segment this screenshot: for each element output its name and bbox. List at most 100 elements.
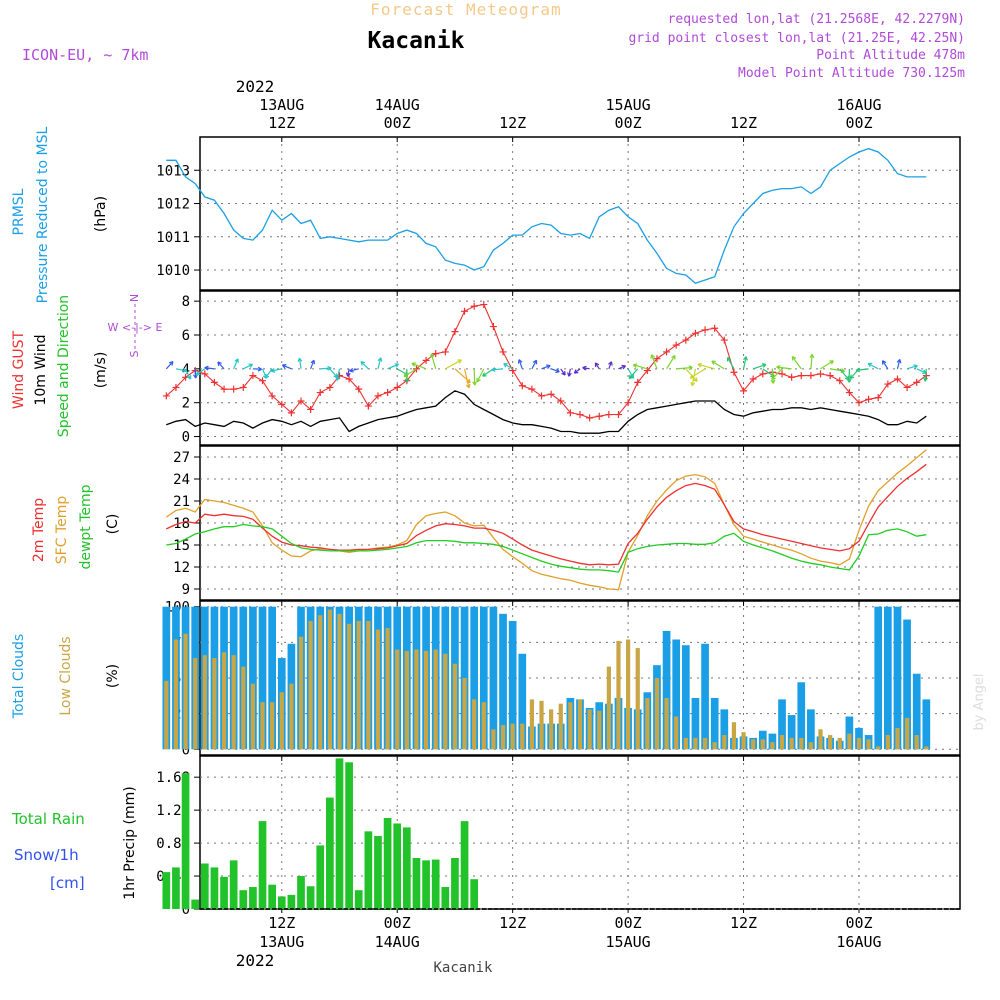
y-tick-label: 1013	[156, 163, 190, 179]
top-axis-hour: 12Z	[730, 114, 757, 132]
bar-rain	[297, 876, 305, 909]
bar-low-clouds	[337, 613, 342, 750]
bottom-axis-hour: 00Z	[384, 914, 411, 932]
wind-arrow-head	[693, 377, 698, 382]
wind-arrow	[329, 368, 338, 378]
bottom-axis-day: 16AUG	[836, 933, 881, 951]
wind-arrow-head	[697, 362, 702, 368]
wind-arrow	[820, 360, 834, 370]
bottom-axis-hour: 00Z	[845, 914, 872, 932]
bar-total-clouds	[470, 606, 479, 750]
wind-arrow	[185, 368, 192, 380]
wind-arrow-head	[671, 354, 676, 360]
gust-marker	[268, 392, 276, 400]
wind-arrow-head	[711, 360, 716, 365]
bar-low-clouds	[539, 700, 544, 750]
bar-low-clouds	[635, 648, 640, 750]
bar-low-clouds	[904, 717, 910, 750]
wind-arrow	[608, 361, 613, 370]
gust-marker	[432, 350, 440, 358]
bar-rain	[470, 879, 479, 909]
bar-low-clouds	[443, 653, 448, 750]
bar-low-clouds	[683, 737, 688, 750]
bar-low-clouds	[183, 633, 188, 750]
product-title: Forecast Meteogram	[370, 0, 561, 19]
bar-low-clouds	[202, 655, 207, 750]
top-axis-day: 14AUG	[375, 96, 420, 114]
bar-total-clouds	[518, 653, 527, 750]
gust-marker	[836, 377, 844, 385]
bar-low-clouds	[500, 725, 506, 750]
bar-rain	[345, 762, 353, 909]
bar-low-clouds	[423, 650, 429, 750]
bar-low-clouds	[770, 742, 775, 750]
wind-arrow-head	[404, 378, 410, 383]
precip-unit-label: 1hr Precip (mm)	[122, 786, 138, 899]
gust-marker	[355, 385, 363, 393]
wind-arrow-head	[688, 365, 693, 371]
wind-arrow	[473, 368, 476, 386]
wind-arrow	[377, 357, 382, 369]
bar-rain	[258, 821, 267, 909]
bar-rain	[210, 867, 219, 909]
wind-arrow-head	[561, 371, 566, 376]
bar-low-clouds	[221, 652, 227, 750]
gust-marker	[884, 380, 892, 388]
bar-total-clouds	[258, 606, 267, 750]
bar-low-clouds	[799, 737, 804, 750]
bar-total-clouds	[672, 639, 681, 750]
bar-total-clouds	[903, 619, 911, 750]
bar-rain	[412, 858, 421, 909]
bar-rain	[431, 859, 440, 909]
gust-marker	[701, 326, 709, 334]
compass-we: W <-|-> E	[108, 321, 163, 334]
top-axis-day: 16AUG	[836, 96, 881, 114]
bar-rain	[287, 894, 296, 909]
gust-marker	[778, 370, 786, 378]
wind-arrow-head	[482, 372, 487, 377]
gust-marker	[576, 411, 584, 419]
wind-arrow	[867, 362, 879, 370]
bar-rain	[220, 876, 228, 909]
top-axis-day: 13AUG	[259, 96, 304, 114]
bottom-axis-day: 13AUG	[259, 933, 304, 951]
wind-arrow-head	[582, 365, 587, 371]
wind-arrow-head	[632, 363, 638, 369]
series-line-dewpt	[166, 523, 927, 573]
bar-low-clouds	[779, 735, 785, 750]
gust-marker	[740, 387, 748, 395]
bar-low-clouds	[173, 639, 179, 750]
wind-arrow-head	[846, 378, 852, 383]
bar-low-clouds	[876, 746, 881, 750]
bar-low-clouds	[395, 649, 400, 750]
bar-low-clouds	[751, 739, 756, 750]
bar-low-clouds	[404, 650, 409, 750]
y-tick-label: 8	[182, 294, 190, 310]
wind-arrow-head	[476, 377, 481, 383]
wind-arrow-head	[761, 363, 767, 368]
y-tick-label: 12	[173, 560, 190, 576]
wind-arrow-head	[776, 364, 781, 370]
bar-low-clouds	[828, 735, 833, 750]
bar-total-clouds	[508, 620, 517, 750]
bar-low-clouds	[241, 666, 246, 750]
wind-arrow	[387, 363, 399, 370]
bar-rain	[402, 827, 411, 909]
bar-rain	[200, 863, 209, 909]
gust-marker	[230, 385, 238, 393]
wind-arrow	[752, 363, 767, 370]
bar-low-clouds	[385, 628, 390, 750]
gust-marker	[691, 329, 699, 337]
wind-arrow-head	[257, 366, 262, 372]
wind-arrow-head	[855, 367, 861, 373]
bar-total-clouds	[701, 643, 709, 750]
wind-arrow-head	[195, 370, 201, 376]
gust-marker	[865, 395, 873, 403]
wind-arrow	[233, 358, 239, 370]
bar-low-clouds	[664, 697, 669, 750]
bar-low-clouds	[885, 735, 890, 750]
wind-arrow	[856, 368, 869, 371]
bar-low-clouds	[491, 729, 496, 750]
bar-low-clouds	[327, 609, 332, 750]
